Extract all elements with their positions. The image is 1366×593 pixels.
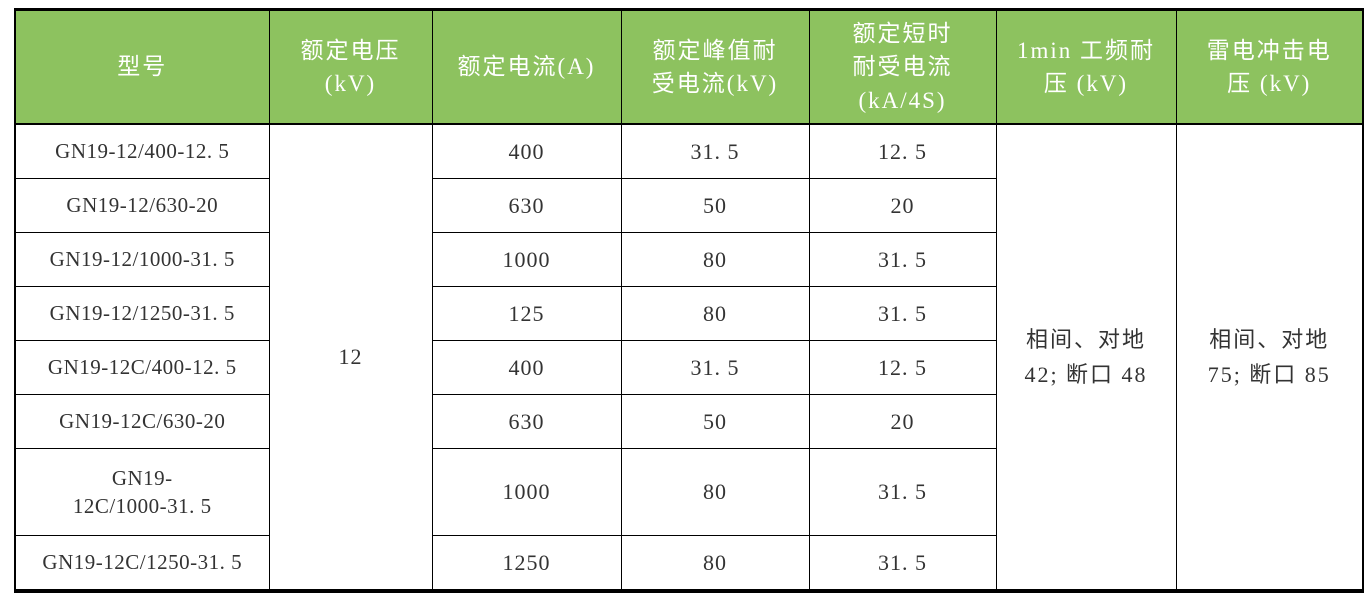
short-time-current-cell: 20 bbox=[808, 178, 997, 233]
rated-current-cell: 125 bbox=[431, 286, 622, 341]
lightning-impulse-merged-cell: 相间、对地 75; 断口 85 bbox=[1175, 123, 1364, 592]
table-row: GN19-12C/400-12. 5 400 31. 5 12. 5 bbox=[14, 340, 1363, 395]
header-rated-current: 额定电流(A) bbox=[431, 9, 622, 125]
short-time-current-cell: 20 bbox=[808, 394, 997, 449]
rated-current-cell: 630 bbox=[431, 178, 622, 233]
short-time-current-cell: 31. 5 bbox=[808, 286, 997, 341]
peak-current-cell: 80 bbox=[620, 286, 810, 341]
rated-current-cell: 400 bbox=[431, 340, 622, 395]
switch-spec-table: 型号 额定电压 (kV) 额定电流(A) 额定峰值耐 受电流(kV) 额定短时 … bbox=[14, 8, 1364, 593]
table-row: GN19-12C/1250-31. 5 1250 80 31. 5 bbox=[14, 535, 1363, 592]
rated-current-cell: 400 bbox=[431, 123, 622, 179]
peak-current-cell: 50 bbox=[620, 178, 810, 233]
header-short-time-withstand-current: 额定短时 耐受电流 (kA/4S) bbox=[808, 9, 997, 125]
short-time-current-cell: 31. 5 bbox=[808, 535, 997, 592]
power-frequency-merged-cell: 相间、对地 42; 断口 48 bbox=[995, 123, 1177, 592]
model-cell: GN19-12/630-20 bbox=[14, 178, 270, 233]
header-peak-withstand-current: 额定峰值耐 受电流(kV) bbox=[620, 9, 810, 125]
peak-current-cell: 31. 5 bbox=[620, 123, 810, 179]
short-time-current-cell: 31. 5 bbox=[808, 232, 997, 287]
short-time-current-cell: 12. 5 bbox=[808, 123, 997, 179]
header-rated-voltage: 额定电压 (kV) bbox=[268, 9, 433, 125]
table-row: GN19-12/400-12. 5 12 400 31. 5 12. 5 相间、… bbox=[14, 123, 1364, 592]
rated-voltage-merged-cell: 12 bbox=[268, 123, 433, 592]
short-time-current-cell: 12. 5 bbox=[808, 340, 997, 395]
peak-current-cell: 80 bbox=[620, 535, 810, 592]
model-cell: GN19-12C/630-20 bbox=[14, 394, 270, 449]
short-time-current-cell: 31. 5 bbox=[808, 448, 997, 536]
rated-current-cell: 1250 bbox=[431, 535, 622, 592]
spec-table-container: 型号 额定电压 (kV) 额定电流(A) 额定峰值耐 受电流(kV) 额定短时 … bbox=[14, 8, 1364, 593]
table-row: GN19- 12C/1000-31. 5 1000 80 31. 5 bbox=[14, 448, 1363, 536]
header-model: 型号 bbox=[14, 9, 270, 125]
model-cell: GN19-12C/400-12. 5 bbox=[14, 340, 270, 395]
rated-current-cell: 1000 bbox=[431, 448, 622, 536]
model-cell: GN19-12C/1250-31. 5 bbox=[14, 535, 270, 592]
table-row: GN19-12/1250-31. 5 125 80 31. 5 bbox=[14, 286, 1363, 341]
table-row: GN19-12C/630-20 630 50 20 bbox=[14, 394, 1363, 449]
table-header: 型号 额定电压 (kV) 额定电流(A) 额定峰值耐 受电流(kV) 额定短时 … bbox=[14, 9, 1364, 125]
model-cell: GN19-12/1250-31. 5 bbox=[14, 286, 270, 341]
table-body: GN19-12/400-12. 5 12 400 31. 5 12. 5 相间、… bbox=[14, 123, 1364, 592]
peak-current-cell: 50 bbox=[620, 394, 810, 449]
peak-current-cell: 80 bbox=[620, 448, 810, 536]
table-row: GN19-12/1000-31. 5 1000 80 31. 5 bbox=[14, 232, 1363, 287]
header-row: 型号 额定电压 (kV) 额定电流(A) 额定峰值耐 受电流(kV) 额定短时 … bbox=[14, 9, 1364, 125]
model-cell: GN19- 12C/1000-31. 5 bbox=[14, 448, 270, 536]
rated-current-cell: 1000 bbox=[431, 232, 622, 287]
peak-current-cell: 80 bbox=[620, 232, 810, 287]
model-cell: GN19-12/1000-31. 5 bbox=[14, 232, 270, 287]
rated-current-cell: 630 bbox=[431, 394, 622, 449]
model-cell: GN19-12/400-12. 5 bbox=[14, 123, 270, 179]
header-power-frequency-withstand-voltage: 1min 工频耐 压 (kV) bbox=[995, 9, 1177, 125]
header-lightning-impulse-voltage: 雷电冲击电 压 (kV) bbox=[1175, 9, 1364, 125]
peak-current-cell: 31. 5 bbox=[620, 340, 810, 395]
table-row: GN19-12/630-20 630 50 20 bbox=[14, 178, 1363, 233]
